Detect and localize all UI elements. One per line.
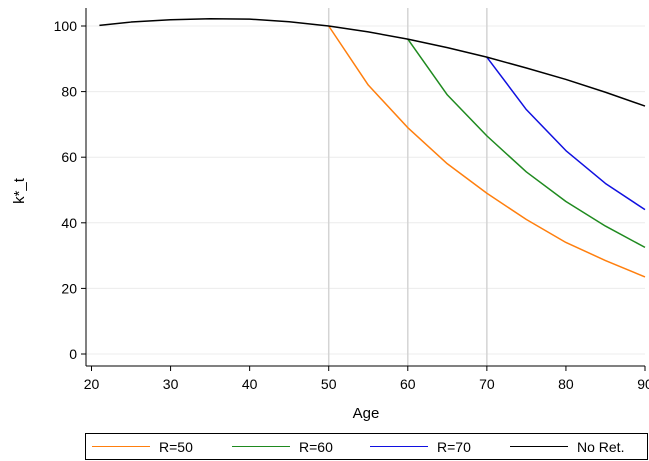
- y-tick-label: 80: [61, 84, 77, 100]
- y-tick-label: 40: [61, 215, 77, 231]
- x-tick-label: 80: [558, 376, 574, 392]
- x-tick-label: 30: [163, 376, 179, 392]
- axes: [85, 8, 645, 367]
- x-tick-label: 70: [479, 376, 495, 392]
- legend-label: No Ret.: [577, 439, 625, 455]
- grid-lines: [86, 25, 645, 355]
- x-tick-label: 50: [321, 376, 337, 392]
- legend-swatch: [232, 446, 290, 447]
- y-tick-label: 0: [69, 346, 77, 362]
- retirement-age-lines: [327, 8, 488, 366]
- legend-label: R=60: [299, 439, 333, 455]
- x-tick-label: 40: [242, 376, 258, 392]
- y-tick-label: 20: [61, 280, 77, 296]
- legend-swatch: [510, 446, 568, 447]
- legend-label: R=50: [159, 439, 193, 455]
- line-chart: 0 20 40 60 80 100 20 30 40 50 60 70 80 90 Age k*_t: [11, 8, 649, 422]
- series-line-2: [486, 56, 646, 211]
- x-tick-label: 60: [400, 376, 416, 392]
- series-line-0: [328, 25, 646, 278]
- series-line-3: [99, 18, 646, 107]
- y-axis-title: k*_t: [11, 177, 28, 204]
- legend-swatch: [92, 446, 150, 447]
- legend-label: R=70: [437, 439, 471, 455]
- x-tick-label: 90: [637, 376, 649, 392]
- series-line-1: [407, 38, 646, 249]
- legend-swatch: [370, 446, 428, 447]
- series-lines: [99, 18, 646, 278]
- legend: R=50 R=60 R=70 No Ret.: [85, 433, 648, 460]
- x-tick-label: 20: [84, 376, 100, 392]
- y-tick-label: 60: [61, 149, 77, 165]
- y-tick-label: 100: [54, 18, 78, 34]
- x-axis-title: Age: [353, 405, 380, 422]
- tick-labels: 0 20 40 60 80 100 20 30 40 50 60 70 80 90: [54, 18, 649, 392]
